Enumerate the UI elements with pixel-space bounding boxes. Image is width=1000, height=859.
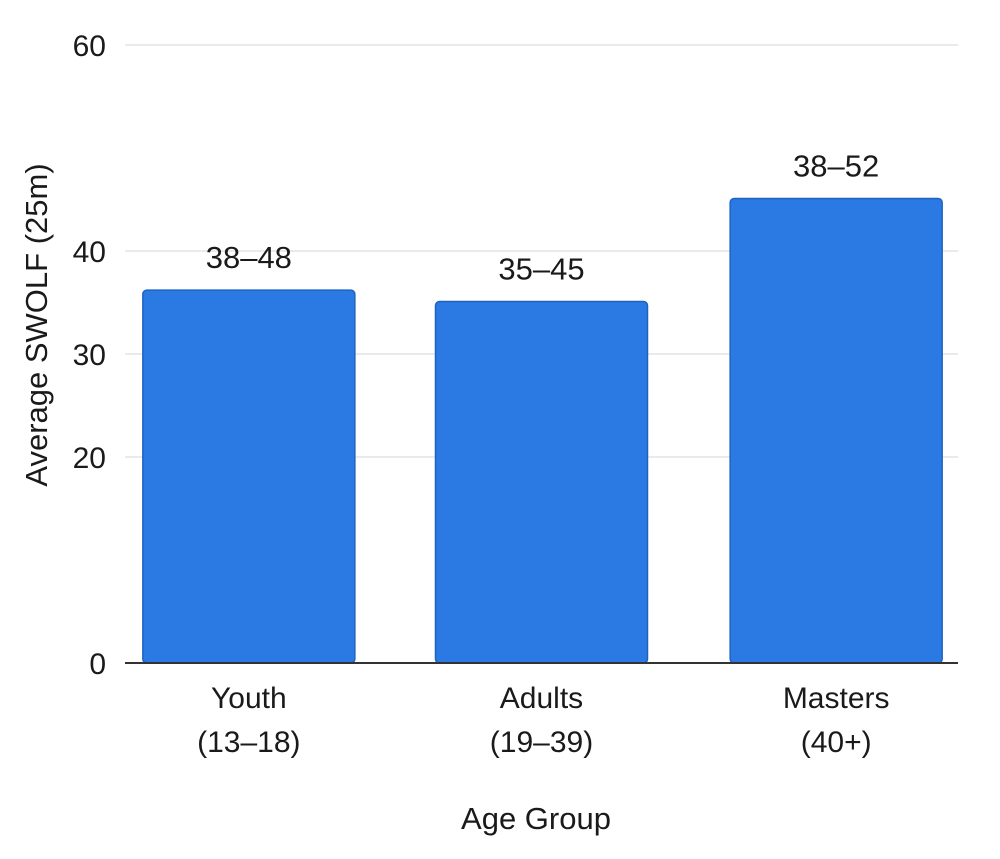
bar-data-label: 35–45 <box>498 251 584 286</box>
bar-data-label: 38–48 <box>206 240 292 275</box>
x-category-label: Youth <box>211 682 287 715</box>
y-tick-label: 20 <box>73 442 106 475</box>
x-category-label: (13–18) <box>197 726 300 759</box>
y-axis-title: Average SWOLF (25m) <box>19 163 54 486</box>
y-tick-label: 30 <box>73 339 106 372</box>
bar <box>729 197 943 664</box>
y-tick-label: 40 <box>73 236 106 269</box>
bar-series <box>142 197 943 664</box>
y-tick-label: 0 <box>89 648 106 681</box>
bar <box>434 300 649 664</box>
x-category-label: (40+) <box>801 726 872 759</box>
bar <box>142 289 356 664</box>
x-category-label: (19–39) <box>490 726 593 759</box>
x-axis-title: Age Group <box>461 801 611 836</box>
y-axis-tick-labels: 0 20 30 40 60 <box>73 30 106 681</box>
x-category-label: Masters <box>783 682 890 715</box>
x-axis-category-labels: Youth (13–18) Adults (19–39) Masters (40+) <box>197 682 889 759</box>
y-tick-label: 60 <box>73 30 106 63</box>
bar-data-labels: 38–48 35–45 38–52 <box>206 148 880 286</box>
x-category-label: Adults <box>500 682 583 715</box>
bar-data-label: 38–52 <box>793 148 879 183</box>
